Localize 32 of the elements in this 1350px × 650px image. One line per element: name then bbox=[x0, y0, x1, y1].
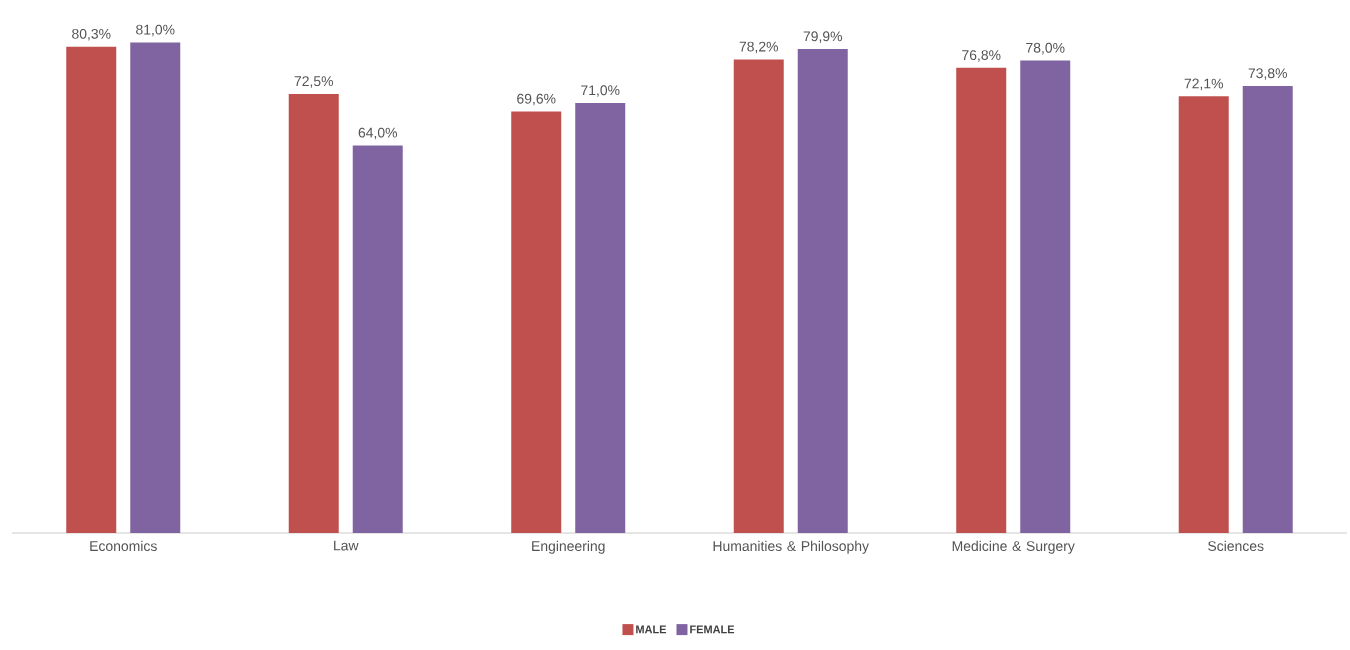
bar bbox=[797, 49, 848, 533]
bar bbox=[956, 67, 1007, 533]
data-label: 78,2% bbox=[739, 41, 779, 54]
x-tick-label: Economics bbox=[90, 540, 157, 552]
x-tick-label: Humanities & Philosophy bbox=[713, 540, 869, 554]
data-label: 72,1% bbox=[1184, 78, 1223, 91]
data-label: 64,0% bbox=[358, 127, 398, 140]
bar bbox=[733, 59, 784, 533]
legend-label: MALE bbox=[636, 625, 667, 634]
bar bbox=[130, 42, 181, 533]
data-label: 79,9% bbox=[803, 31, 843, 43]
x-tick-label: Law bbox=[334, 540, 359, 551]
data-label: 81,0% bbox=[136, 24, 175, 37]
x-tick-label: Sciences bbox=[1208, 540, 1264, 552]
x-tick-label: Engineering bbox=[532, 540, 605, 554]
data-label: 80,3% bbox=[72, 28, 111, 41]
data-label: 73,8% bbox=[1248, 68, 1287, 80]
bar bbox=[1242, 86, 1293, 533]
bar bbox=[1020, 60, 1071, 533]
data-label: 78,0% bbox=[1026, 42, 1065, 55]
bar bbox=[575, 102, 626, 533]
bar bbox=[1178, 96, 1229, 533]
x-tick-label: Medicine & Surgery bbox=[952, 540, 1075, 554]
bar bbox=[288, 93, 339, 533]
data-label: 69,6% bbox=[517, 93, 556, 106]
bar bbox=[352, 145, 403, 533]
data-label: 72,5% bbox=[294, 76, 334, 88]
bar bbox=[511, 111, 562, 533]
data-label: 71,0% bbox=[581, 85, 620, 97]
legend-label: FEMALE bbox=[690, 625, 735, 634]
bar bbox=[66, 46, 117, 533]
data-label: 76,8% bbox=[962, 50, 1001, 62]
